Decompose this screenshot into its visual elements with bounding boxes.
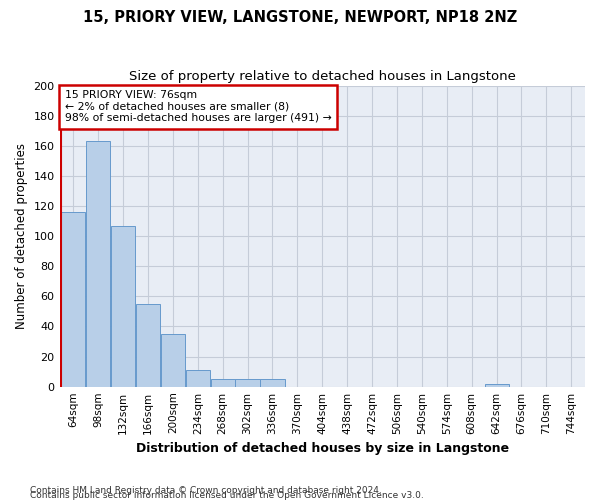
- Text: Contains public sector information licensed under the Open Government Licence v3: Contains public sector information licen…: [30, 491, 424, 500]
- Text: 15 PRIORY VIEW: 76sqm
← 2% of detached houses are smaller (8)
98% of semi-detach: 15 PRIORY VIEW: 76sqm ← 2% of detached h…: [65, 90, 331, 124]
- Bar: [136, 304, 160, 386]
- Bar: [260, 379, 284, 386]
- Bar: [485, 384, 509, 386]
- Bar: [111, 226, 135, 386]
- Text: 15, PRIORY VIEW, LANGSTONE, NEWPORT, NP18 2NZ: 15, PRIORY VIEW, LANGSTONE, NEWPORT, NP1…: [83, 10, 517, 25]
- Bar: [61, 212, 85, 386]
- Bar: [185, 370, 210, 386]
- Text: Contains HM Land Registry data © Crown copyright and database right 2024.: Contains HM Land Registry data © Crown c…: [30, 486, 382, 495]
- Bar: [235, 379, 260, 386]
- Bar: [86, 142, 110, 386]
- Title: Size of property relative to detached houses in Langstone: Size of property relative to detached ho…: [129, 70, 516, 83]
- Y-axis label: Number of detached properties: Number of detached properties: [15, 143, 28, 329]
- Bar: [161, 334, 185, 386]
- Bar: [211, 379, 235, 386]
- X-axis label: Distribution of detached houses by size in Langstone: Distribution of detached houses by size …: [136, 442, 509, 455]
